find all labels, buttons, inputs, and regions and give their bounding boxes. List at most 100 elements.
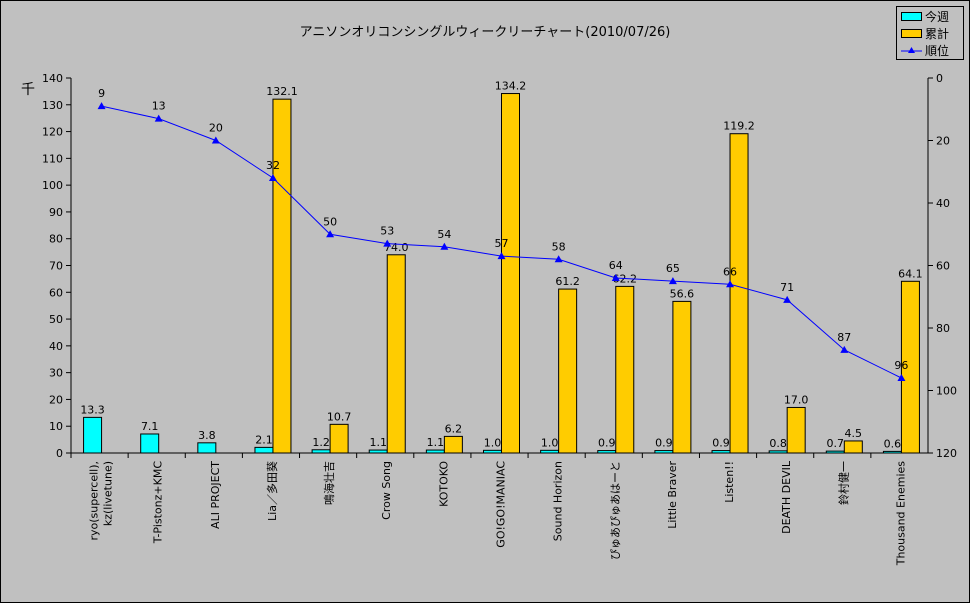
rank-marker bbox=[554, 255, 563, 263]
bar-label-total: 10.7 bbox=[327, 410, 352, 423]
bar-this-week bbox=[254, 446, 274, 454]
y-left-unit: 千 bbox=[21, 82, 35, 98]
chart-title: アニソンオリコンシングルウィークリーチャート(2010/07/26) bbox=[299, 25, 671, 40]
rank-marker bbox=[211, 136, 220, 144]
bar-this-week bbox=[83, 416, 103, 454]
y-left-tick-label: 100 bbox=[42, 179, 63, 192]
bar-total bbox=[729, 133, 749, 454]
bar-total bbox=[501, 93, 520, 454]
bar-total bbox=[900, 280, 920, 454]
bar-label-this-week: 0.9 bbox=[712, 437, 730, 450]
y-left-tick-label: 0 bbox=[56, 447, 63, 460]
bar-this-week bbox=[140, 433, 160, 454]
x-tick-label: Crow Song bbox=[380, 461, 393, 520]
bar-total bbox=[786, 406, 806, 454]
y-right-tick-label: 0 bbox=[936, 72, 943, 85]
y-left-tick-label: 70 bbox=[49, 260, 63, 273]
bar-label-this-week: 7.1 bbox=[141, 420, 159, 433]
bar-total bbox=[558, 288, 578, 454]
y-left-tick-label: 110 bbox=[42, 152, 63, 165]
legend-label: 順位 bbox=[925, 43, 950, 58]
bar-total bbox=[386, 254, 406, 454]
bar-label-this-week: 1.0 bbox=[484, 436, 502, 449]
bar-this-week bbox=[654, 450, 674, 454]
rank-label: 87 bbox=[837, 331, 851, 344]
bar-label-total: 134.2 bbox=[495, 80, 527, 93]
rank-label: 54 bbox=[437, 228, 451, 241]
bar-this-week bbox=[311, 449, 331, 454]
rank-label: 96 bbox=[894, 359, 908, 372]
rank-marker bbox=[840, 345, 849, 353]
rank-label: 32 bbox=[266, 159, 280, 172]
x-tick-label: 鳴海壮吉 bbox=[322, 461, 336, 505]
y-right-tick-label: 60 bbox=[936, 260, 950, 273]
bar-total bbox=[272, 98, 292, 454]
rank-label: 66 bbox=[723, 265, 737, 278]
rank-marker bbox=[897, 374, 906, 381]
bar-label-this-week: 1.1 bbox=[427, 436, 445, 449]
bar-total bbox=[443, 435, 463, 454]
rank-label: 53 bbox=[380, 225, 394, 238]
rank-marker bbox=[326, 230, 335, 238]
y-right-tick-label: 100 bbox=[936, 385, 957, 398]
x-tick-label: Listen!! bbox=[723, 461, 736, 503]
rank-label: 71 bbox=[780, 281, 794, 294]
bar-this-week bbox=[597, 450, 617, 454]
y-left-tick-label: 60 bbox=[49, 286, 63, 299]
bar-label-total: 132.1 bbox=[266, 85, 298, 98]
bar-this-week bbox=[825, 450, 845, 454]
x-tick-label: ぴゅあぴゅあはーと bbox=[609, 461, 622, 560]
bar-label-total: 64.1 bbox=[898, 267, 923, 280]
rank-label: 20 bbox=[209, 122, 223, 135]
x-tick-label: Thousand Enemies bbox=[894, 461, 907, 567]
y-left-tick-label: 140 bbox=[42, 72, 63, 85]
legend: 今週 累計 順位 bbox=[896, 6, 964, 60]
bar-this-week bbox=[197, 442, 217, 454]
y-right-tick-label: 40 bbox=[936, 197, 950, 210]
bar-this-week bbox=[711, 450, 731, 454]
rank-label: 50 bbox=[323, 215, 337, 228]
legend-item-rank: 順位 bbox=[901, 42, 949, 58]
y-left-tick-label: 50 bbox=[49, 313, 63, 326]
y-right-tick-label: 20 bbox=[936, 135, 950, 148]
y-left-tick-label: 120 bbox=[42, 126, 63, 139]
bar-this-week bbox=[540, 449, 560, 454]
bar-label-total: 17.0 bbox=[784, 393, 809, 406]
bar-label-this-week: 0.7 bbox=[827, 437, 845, 450]
bar-label-this-week: 2.1 bbox=[255, 433, 273, 446]
rank-marker bbox=[97, 102, 106, 110]
bar-this-week bbox=[882, 450, 902, 454]
y-left-tick-label: 90 bbox=[49, 206, 63, 219]
rank-label: 64 bbox=[609, 259, 623, 272]
x-tick-label: Lia／多田葵 bbox=[265, 461, 279, 521]
bar-label-this-week: 0.8 bbox=[769, 437, 787, 450]
y-left-tick-label: 30 bbox=[49, 367, 63, 380]
x-tick-label: Sound Horizon bbox=[552, 461, 565, 541]
legend-line-swatch bbox=[901, 47, 922, 53]
bar-label-total: 56.6 bbox=[670, 287, 695, 300]
bar-label-total: 61.2 bbox=[555, 275, 580, 288]
rank-marker bbox=[497, 252, 506, 260]
y-left-tick-label: 20 bbox=[49, 393, 63, 406]
y-left-tick-label: 80 bbox=[49, 233, 63, 246]
legend-label: 累計 bbox=[925, 26, 950, 41]
y-right-tick-label: 80 bbox=[936, 322, 950, 335]
bar-label-this-week: 1.2 bbox=[312, 436, 330, 449]
legend-swatch bbox=[901, 11, 922, 21]
bar-this-week bbox=[768, 450, 788, 454]
bar-this-week bbox=[368, 449, 388, 454]
bar-label-this-week: 0.9 bbox=[655, 437, 673, 450]
bar-this-week bbox=[425, 449, 445, 454]
x-tick-label: GO!GO!MANIAC bbox=[495, 461, 508, 548]
rank-label: 65 bbox=[666, 262, 680, 275]
rank-label: 13 bbox=[152, 100, 166, 113]
bar-label-total: 4.5 bbox=[845, 427, 863, 440]
bar-label-this-week: 1.1 bbox=[369, 436, 387, 449]
x-tick-label: KOTOKO bbox=[437, 461, 450, 507]
rank-marker bbox=[783, 295, 792, 303]
rank-label: 58 bbox=[552, 240, 566, 253]
bar-total bbox=[843, 440, 863, 454]
rank-marker bbox=[383, 239, 392, 247]
